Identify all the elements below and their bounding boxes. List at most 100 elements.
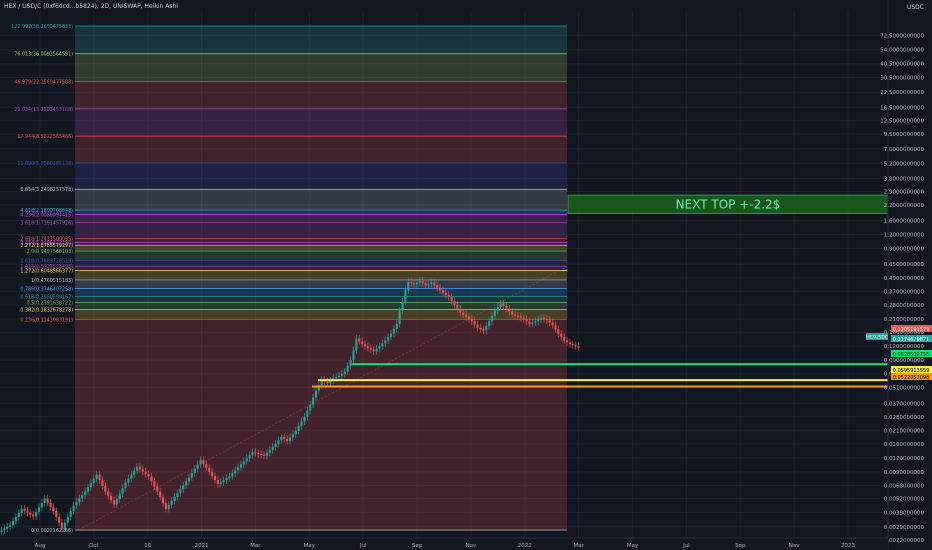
candle-body [488, 321, 491, 327]
fib-level-label: 2.414(1.1466473194) [20, 240, 73, 246]
annotation-text: NEXT TOP +-2.2$ [676, 197, 781, 211]
price-tick-label: 9.5000000000 [884, 132, 925, 138]
fib-zone [75, 319, 567, 530]
candle-body [118, 493, 121, 499]
fib-zone [75, 26, 567, 54]
price-axis[interactable]: USDC 72.5000000000 54.0000000000 40.5000000… [880, 0, 932, 550]
candle-body [384, 340, 387, 344]
candle-body [6, 526, 9, 529]
candle-body [170, 500, 173, 505]
candle-body [349, 360, 352, 366]
time-tick-label: Jul [682, 543, 690, 549]
candle-body [144, 471, 147, 474]
price-tick-label: 0.0120000000 [884, 456, 925, 462]
candle-body [395, 323, 398, 329]
fib-zone [75, 53, 567, 82]
candle-body [571, 344, 574, 346]
price-tick-label: 7.0000000000 [884, 147, 925, 153]
fib-zone [75, 288, 567, 297]
candle-body [312, 397, 315, 405]
candle-body [433, 282, 436, 286]
price-tick-label: 16.5000000000 [880, 105, 924, 111]
fib-level-label: 1.414(0.6727523498) [20, 264, 73, 270]
fib-level-label: 76.013(36.0093564591) [14, 52, 73, 58]
candle-body [441, 290, 444, 293]
fib-zone [75, 162, 567, 190]
candle-body [346, 365, 349, 372]
fib-zone [75, 81, 567, 109]
price-badge [891, 373, 932, 380]
fib-zone [75, 309, 567, 320]
fib-zone [75, 260, 567, 267]
next-top-annotation[interactable]: NEXT TOP +-2.2$ [567, 194, 889, 214]
price-tick-label: 0.0022000000 [884, 538, 925, 544]
candle-body [268, 450, 271, 453]
candle-body [456, 305, 459, 309]
fib-level-label: 6.854(3.2498257578) [20, 187, 73, 193]
fib-level-label: 0.382(0.1832678278) [20, 307, 73, 313]
candle-body [499, 303, 502, 307]
candle-body [476, 324, 479, 328]
candle-body [447, 294, 450, 298]
candle-body [496, 306, 499, 311]
price-badge [891, 350, 932, 357]
candle-body [32, 514, 35, 517]
candle-body [98, 474, 101, 481]
price-badge [891, 366, 932, 373]
candle-body [237, 467, 240, 471]
candle-body [156, 486, 159, 492]
candle-body [219, 482, 222, 485]
grid [0, 11, 888, 541]
price-tick-label: 40.5000000000 [880, 62, 924, 68]
candle-body [265, 452, 268, 456]
candle-body [263, 454, 266, 456]
candle-body [179, 489, 182, 494]
candle-body [63, 522, 66, 529]
candle-body [69, 511, 72, 517]
price-tick-label: 0.2800000000 [884, 303, 925, 309]
fib-zone [75, 302, 567, 310]
candle-body [459, 308, 462, 313]
candle-body [413, 283, 416, 285]
candle-body [193, 468, 196, 474]
candle-body [274, 443, 277, 448]
candle-body [511, 311, 514, 315]
candle-body [519, 316, 522, 318]
candle-body [228, 476, 231, 479]
candle-body [164, 503, 167, 509]
candle-body [540, 317, 543, 320]
fib-level-label: 0.786(0.3746407258) [20, 287, 73, 293]
candle-body [577, 346, 580, 348]
candle-body [87, 487, 90, 492]
candle-body [280, 436, 283, 441]
price-tick-label: 2.9000000000 [884, 190, 925, 196]
time-tick-label: Aug [35, 543, 46, 549]
price-tick-label: 0.9000000000 [884, 246, 925, 252]
fib-level-label: 3.618(1.7161457926) [20, 221, 73, 227]
time-tick-label: Jul [359, 543, 367, 549]
candle-body [467, 316, 470, 320]
fib-zone [75, 108, 567, 137]
candle-body [208, 467, 211, 472]
candle-body [205, 463, 208, 468]
time-axis-background [0, 538, 888, 550]
time-axis[interactable]: Aug Oct 16 2021 Mar May Jul Sep Nov 2022 Mar May Jul… [0, 537, 888, 550]
fib-level-label: 0.618(0.2950599167) [20, 294, 73, 300]
candle-body [479, 327, 482, 330]
price-tick-label: 5.2000000000 [884, 161, 925, 167]
price-axis-background [888, 0, 932, 550]
candle-body [482, 329, 485, 331]
candle-body [358, 338, 361, 342]
candle-body [40, 502, 43, 508]
candle-body [542, 317, 545, 320]
price-axis-labels: 0.1205191579 HEXUSDC 0.1174679871 0.0828532… [866, 325, 932, 381]
candle-body [248, 455, 251, 459]
candle-body [436, 285, 439, 288]
candle-body [277, 440, 280, 444]
time-tick-label: Nov [789, 543, 800, 549]
candle-body [222, 480, 225, 483]
fib-zone [75, 210, 567, 215]
price-tick-label: 1.2000000000 [884, 232, 925, 238]
price-badge-label: 0.0828532755 [893, 352, 930, 358]
